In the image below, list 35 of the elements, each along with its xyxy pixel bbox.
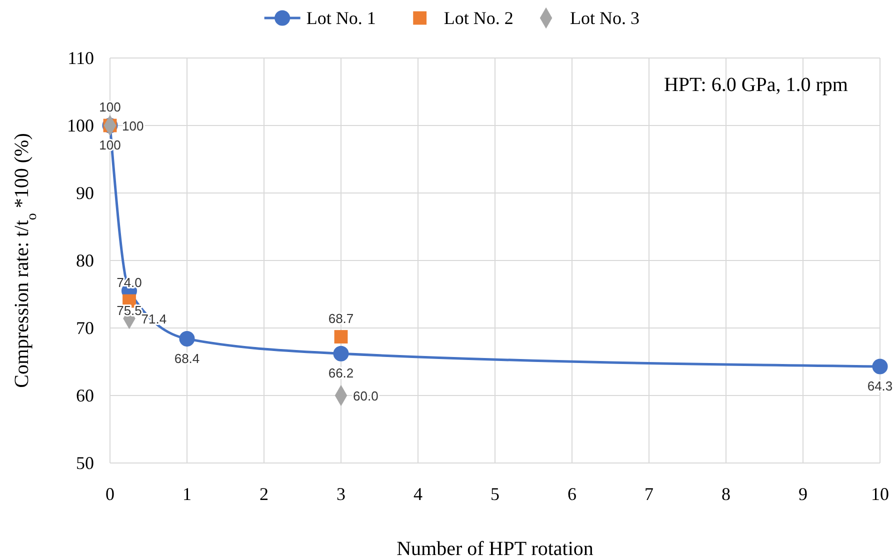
legend-label: Lot No. 2 bbox=[444, 8, 514, 28]
point bbox=[334, 330, 348, 344]
data-label: 100 bbox=[99, 100, 121, 114]
point bbox=[333, 346, 349, 362]
x-tick-label: 10 bbox=[871, 484, 889, 504]
data-label: 100 bbox=[122, 118, 144, 134]
point bbox=[179, 331, 195, 347]
legend-label: Lot No. 1 bbox=[306, 8, 376, 28]
x-tick-label: 1 bbox=[182, 484, 192, 504]
y-tick-label: 90 bbox=[76, 182, 94, 203]
y-tick-label: 110 bbox=[68, 48, 94, 68]
x-axis-title: Number of HPT rotation bbox=[396, 538, 594, 559]
data-label: 66.2 bbox=[328, 366, 354, 381]
data-label: 75.5 bbox=[116, 302, 142, 318]
data-label: 68.7 bbox=[328, 310, 354, 326]
x-tick-label: 0 bbox=[106, 484, 114, 504]
y-tick-label: 50 bbox=[76, 452, 94, 473]
legend-label: Lot No. 3 bbox=[570, 8, 640, 28]
y-tick-label: 60 bbox=[76, 385, 94, 406]
x-tick-label: 2 bbox=[260, 484, 268, 504]
x-tick-label: 4 bbox=[414, 484, 422, 504]
x-tick-label: 8 bbox=[722, 484, 730, 504]
data-label: 64.3 bbox=[867, 378, 893, 394]
point bbox=[872, 358, 888, 374]
x-tick-label: 9 bbox=[798, 484, 808, 504]
data-label: 60.0 bbox=[353, 388, 378, 404]
y-tick-label: 100 bbox=[67, 115, 94, 136]
y-tick-label: 80 bbox=[76, 250, 94, 270]
x-tick-label: 7 bbox=[644, 484, 654, 504]
x-tick-label: 6 bbox=[568, 484, 576, 504]
x-tick-label: 3 bbox=[336, 484, 346, 504]
annotation: HPT: 6.0 GPa, 1.0 rpm bbox=[664, 74, 848, 96]
x-tick-label: 5 bbox=[490, 484, 500, 504]
data-label: 68.4 bbox=[174, 350, 200, 366]
y-tick-label: 70 bbox=[76, 318, 94, 338]
